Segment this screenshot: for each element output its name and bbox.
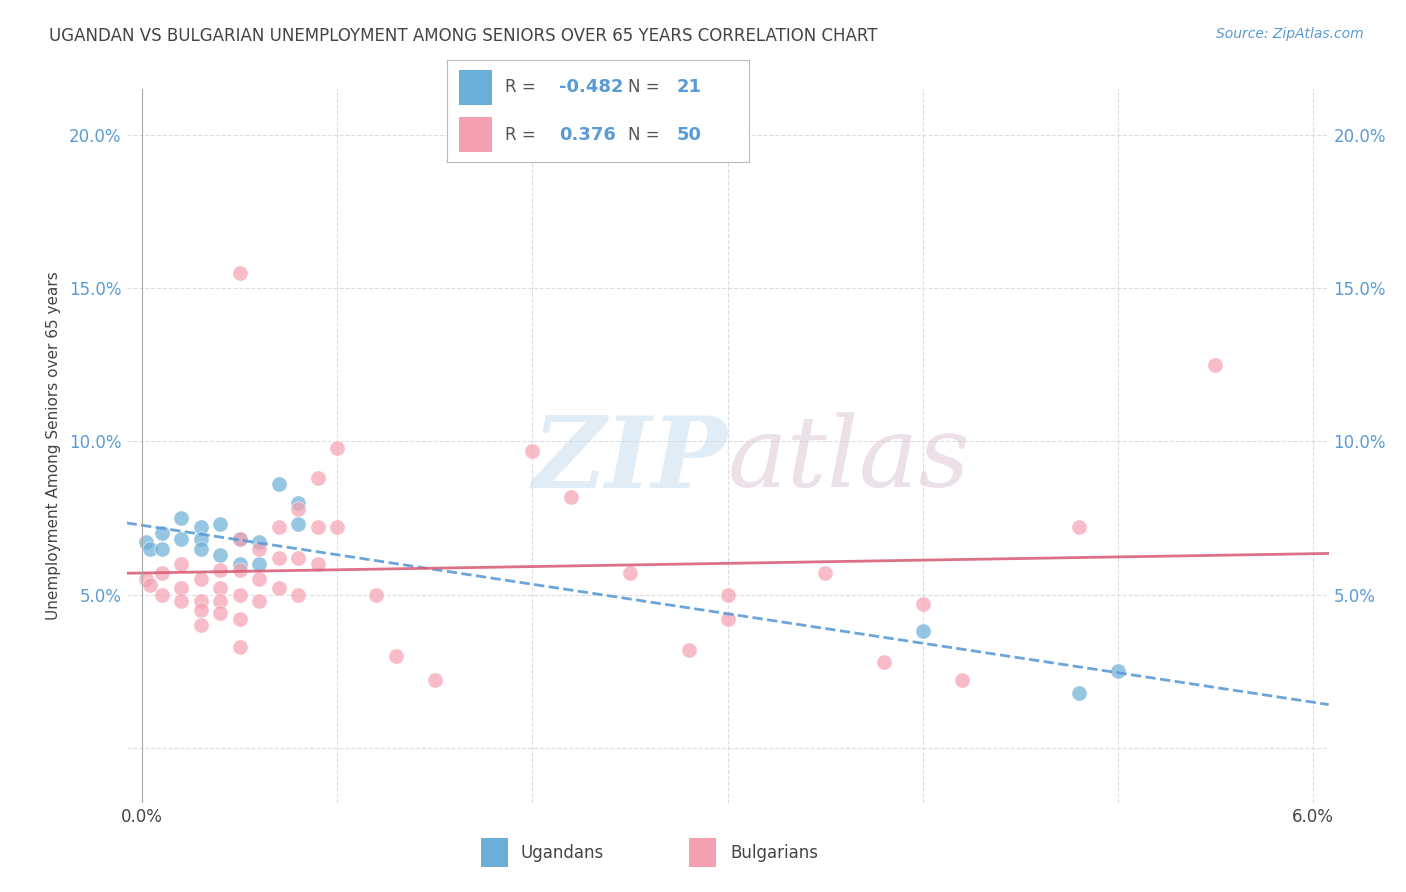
Point (229, 563, 252, 577)
Point (229, 612, 252, 626)
Point (1067, 685, 1090, 699)
Point (814, 566, 837, 580)
Point (190, 520, 212, 534)
Point (522, 443, 544, 458)
Point (150, 566, 173, 580)
Point (150, 526, 173, 541)
Point (287, 501, 309, 516)
Point (247, 541, 270, 556)
Point (229, 557, 252, 571)
Point (209, 548, 232, 562)
Point (247, 557, 270, 571)
Point (873, 655, 896, 669)
Point (150, 541, 173, 556)
Point (911, 624, 934, 639)
Text: 0.376: 0.376 (560, 126, 616, 144)
Point (229, 588, 252, 602)
Text: UGANDAN VS BULGARIAN UNEMPLOYMENT AMONG SENIORS OVER 65 YEARS CORRELATION CHART: UGANDAN VS BULGARIAN UNEMPLOYMENT AMONG … (49, 27, 877, 45)
Point (950, 673, 973, 688)
Point (326, 441, 349, 455)
Point (190, 603, 212, 617)
Point (716, 588, 738, 602)
Point (423, 673, 446, 688)
Point (150, 588, 173, 602)
Point (139, 578, 162, 592)
Point (247, 572, 270, 586)
Point (190, 533, 212, 547)
Point (209, 606, 232, 620)
Text: Bulgarians: Bulgarians (730, 844, 818, 862)
Point (209, 582, 232, 596)
Point (190, 541, 212, 556)
Point (1204, 358, 1226, 372)
Point (170, 582, 193, 596)
Point (678, 642, 700, 657)
Point (267, 550, 290, 565)
Point (1067, 520, 1090, 534)
Point (209, 563, 232, 577)
Text: R =: R = (505, 126, 540, 144)
Text: atlas: atlas (728, 413, 970, 508)
Point (135, 535, 157, 549)
Point (287, 517, 309, 532)
Text: Source: ZipAtlas.com: Source: ZipAtlas.com (1216, 27, 1364, 41)
Text: N =: N = (628, 126, 665, 144)
Point (287, 496, 309, 510)
Point (170, 533, 193, 547)
Point (190, 618, 212, 632)
Bar (460, 117, 492, 152)
Point (911, 597, 934, 611)
Point (139, 541, 162, 556)
Point (1107, 664, 1129, 678)
Bar (689, 838, 716, 867)
Point (170, 511, 193, 525)
Point (229, 266, 252, 280)
Point (190, 593, 212, 607)
Point (170, 593, 193, 607)
Point (326, 520, 349, 534)
Point (716, 612, 738, 626)
Point (385, 648, 408, 663)
Text: -0.482: -0.482 (560, 78, 623, 96)
Point (135, 572, 157, 586)
Point (560, 490, 582, 504)
Text: 21: 21 (676, 78, 702, 96)
Y-axis label: Unemployment Among Seniors over 65 years: Unemployment Among Seniors over 65 years (46, 272, 60, 620)
Text: N =: N = (628, 78, 665, 96)
Point (170, 557, 193, 571)
Point (190, 572, 212, 586)
Point (209, 517, 232, 532)
Point (229, 533, 252, 547)
Text: R =: R = (505, 78, 540, 96)
Point (287, 550, 309, 565)
Text: 50: 50 (676, 126, 702, 144)
Point (366, 588, 388, 602)
Point (307, 557, 329, 571)
Point (247, 593, 270, 607)
Point (307, 520, 329, 534)
Point (229, 640, 252, 654)
Point (287, 588, 309, 602)
Point (247, 535, 270, 549)
Bar (481, 838, 508, 867)
Point (307, 471, 329, 485)
Point (209, 593, 232, 607)
Point (229, 533, 252, 547)
Text: ZIP: ZIP (533, 412, 728, 508)
Text: Ugandans: Ugandans (520, 844, 605, 862)
Point (267, 477, 290, 491)
Point (267, 520, 290, 534)
Point (267, 582, 290, 596)
Point (619, 566, 641, 580)
Bar (460, 70, 492, 105)
